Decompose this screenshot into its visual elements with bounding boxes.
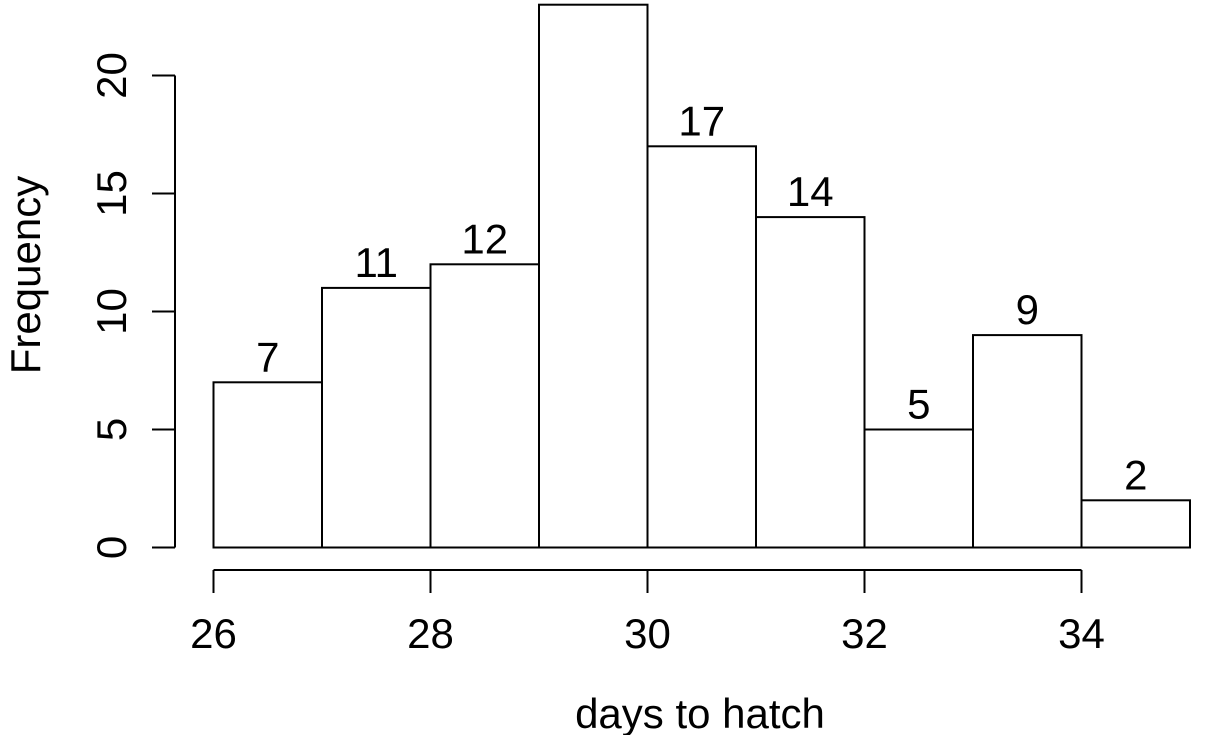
y-tick-label: 20 <box>88 52 135 99</box>
x-tick-label: 34 <box>1058 610 1105 657</box>
x-tick-label: 30 <box>624 610 671 657</box>
bar-30-31 <box>646 145 757 549</box>
bar-28-29 <box>429 263 540 549</box>
data-label: 14 <box>787 168 834 215</box>
x-tick-label: 26 <box>190 610 237 657</box>
x-tick-label: 32 <box>841 610 888 657</box>
data-label: 5 <box>907 381 930 428</box>
x-axis-title: days to hatch <box>575 690 825 735</box>
x-tick-label: 28 <box>407 610 454 657</box>
y-axis: 0 5 10 15 20 <box>88 52 176 559</box>
data-label: 11 <box>354 239 398 286</box>
data-label: 7 <box>256 333 279 380</box>
y-axis-title: Frequency <box>2 176 49 374</box>
bar-29-30 <box>538 3 649 549</box>
data-labels-group: 7 11 12 23 17 14 5 9 2 <box>256 0 1147 498</box>
y-tick-label: 15 <box>88 170 135 217</box>
y-tick-label: 10 <box>88 288 135 335</box>
bar-26-27 <box>212 381 323 549</box>
data-label: 9 <box>1016 286 1039 333</box>
data-label: 2 <box>1124 451 1147 498</box>
bar-34-35 <box>1080 499 1191 549</box>
x-axis: 26 28 30 32 34 <box>190 569 1105 657</box>
bar-32-33 <box>863 428 974 549</box>
bar-27-28 <box>321 286 432 549</box>
bar-33-34 <box>972 334 1083 549</box>
data-label: 17 <box>678 97 725 144</box>
bars-group <box>212 3 1191 549</box>
y-tick-label: 5 <box>88 418 135 441</box>
data-label: 12 <box>461 215 508 262</box>
bar-31-32 <box>755 216 866 549</box>
data-label: 23 <box>570 0 617 3</box>
y-tick-label: 0 <box>88 536 135 559</box>
